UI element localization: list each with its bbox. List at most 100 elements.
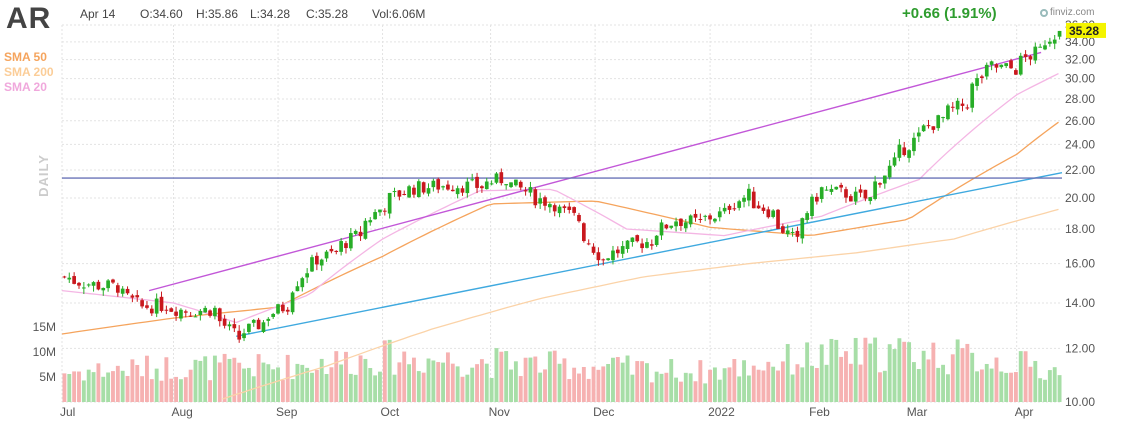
candle-body xyxy=(771,210,776,217)
volume-bar xyxy=(562,358,567,402)
candle-body xyxy=(805,213,809,220)
volume-bar xyxy=(222,353,227,402)
candle-body xyxy=(1018,55,1023,75)
candle-body xyxy=(989,61,994,65)
y-tick-label: 26.00 xyxy=(1065,114,1095,128)
volume-bar xyxy=(319,358,324,402)
volume-bar xyxy=(698,360,703,402)
volume-bar xyxy=(907,342,912,402)
volume-bar xyxy=(746,375,751,402)
candle-body xyxy=(82,287,86,289)
volume-bar xyxy=(533,356,538,402)
volume-bar xyxy=(295,363,300,402)
volume-bar xyxy=(67,373,72,402)
volume-bar xyxy=(368,368,373,402)
candle-body xyxy=(795,230,800,237)
candle-body xyxy=(810,196,814,217)
candle-body xyxy=(188,315,193,317)
candle-body xyxy=(882,175,887,184)
volume-bar xyxy=(528,357,533,402)
volume-bar xyxy=(115,365,120,402)
finviz-link[interactable]: finviz.com xyxy=(1040,7,1094,18)
candle-body xyxy=(887,165,892,178)
candle-body xyxy=(965,107,970,109)
volume-bar xyxy=(732,359,737,402)
volume-bar xyxy=(261,362,266,402)
candle-body xyxy=(450,189,455,192)
volume-bar xyxy=(824,364,829,402)
volume-bar xyxy=(596,369,601,402)
volume-bar xyxy=(72,371,77,402)
volume-bar xyxy=(717,379,722,402)
volume-bar xyxy=(140,376,145,402)
candle-body xyxy=(305,273,309,278)
volume-bar xyxy=(960,348,965,402)
candle-body xyxy=(159,296,164,311)
volume-bar xyxy=(800,367,805,402)
volume-bar xyxy=(392,374,397,402)
candle-body xyxy=(931,126,936,130)
volume-bar xyxy=(790,374,795,402)
volume-bar xyxy=(674,377,679,402)
candle-body xyxy=(732,208,737,210)
sma200-line xyxy=(222,208,1059,400)
candle-body xyxy=(766,209,771,218)
volume-bar xyxy=(1028,366,1033,402)
candle-body xyxy=(688,215,693,225)
x-tick-label: Mar xyxy=(907,405,928,419)
volume-bar xyxy=(630,374,635,402)
candle-body xyxy=(213,307,217,317)
y-tick-label: 20.00 xyxy=(1065,191,1095,205)
candle-body xyxy=(620,246,625,254)
candle-body xyxy=(198,310,203,315)
candle-body xyxy=(353,230,358,234)
volume-bar xyxy=(1047,370,1052,402)
candle-body xyxy=(247,323,251,332)
volume-bar xyxy=(1052,367,1057,402)
legend-sma20: SMA 20 xyxy=(4,80,47,94)
volume-bar xyxy=(407,364,412,402)
volume-bars xyxy=(62,337,1062,402)
brand-label: finviz.com xyxy=(1050,7,1095,18)
candle-body xyxy=(557,206,562,214)
volume-bar xyxy=(509,369,513,402)
candle-body xyxy=(455,188,460,195)
candle-body xyxy=(955,100,960,110)
volume-bar xyxy=(1043,379,1047,402)
volume-bar xyxy=(402,351,407,402)
candle-body xyxy=(276,304,280,314)
volume-bar xyxy=(722,368,727,402)
volume-bar xyxy=(310,372,314,402)
candle-body xyxy=(742,197,746,202)
candle-body xyxy=(591,246,596,253)
volume-bar xyxy=(761,370,766,402)
volume-bar xyxy=(892,349,897,402)
y-tick-label: 14.00 xyxy=(1065,296,1095,310)
volume-bar xyxy=(819,344,824,402)
candle-body xyxy=(717,211,722,218)
volume-value: Vol:6.06M xyxy=(372,7,426,21)
candle-body xyxy=(402,194,407,196)
volume-bar xyxy=(494,348,499,402)
sma20-line xyxy=(61,73,1059,324)
candle-body xyxy=(348,233,353,249)
volume-bar xyxy=(844,351,848,402)
volume-bar xyxy=(256,354,261,402)
candle-body xyxy=(145,305,149,308)
candle-body xyxy=(630,237,635,242)
volume-bar xyxy=(475,364,479,402)
candle-body xyxy=(227,324,232,327)
y-tick-label: 16.00 xyxy=(1065,257,1095,271)
volume-bar xyxy=(178,379,183,402)
candle-body xyxy=(533,189,538,206)
last-price-tag xyxy=(1066,22,1106,38)
candle-body xyxy=(412,187,416,195)
candle-body xyxy=(912,137,916,152)
volume-bar xyxy=(106,372,111,402)
volume-bar xyxy=(887,344,892,402)
volume-bar xyxy=(543,369,547,402)
candle-body xyxy=(625,240,630,250)
volume-bar xyxy=(659,373,664,402)
candle-body xyxy=(727,205,732,210)
